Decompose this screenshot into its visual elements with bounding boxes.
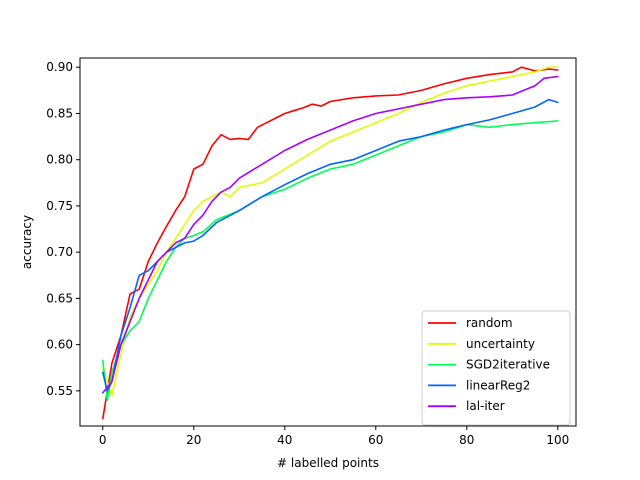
x-tick-label: 100 xyxy=(546,433,569,447)
y-axis-ticks: 0.55 0.60 0.65 0.70 0.75 0.80 0.85 0.90 xyxy=(46,60,80,398)
legend-entry-label: SGD2iterative xyxy=(466,358,550,372)
x-tick-label: 20 xyxy=(186,433,201,447)
x-tick-label: 0 xyxy=(99,433,107,447)
y-tick-label: 0.55 xyxy=(46,384,73,398)
series-line-random xyxy=(102,66,559,420)
legend-entry-label: lal-iter xyxy=(466,399,505,413)
series-line-linearreg2 xyxy=(102,98,559,392)
y-tick-label: 0.70 xyxy=(46,245,73,259)
y-tick-label: 0.60 xyxy=(46,338,73,352)
series-line-lal-iter xyxy=(102,75,559,394)
y-tick-label: 0.80 xyxy=(46,153,73,167)
x-tick-label: 40 xyxy=(277,433,292,447)
x-axis-label: # labelled points xyxy=(277,456,379,470)
x-tick-label: 80 xyxy=(459,433,474,447)
y-axis-label: accuracy xyxy=(20,215,34,269)
series-line-uncertainty xyxy=(102,66,559,397)
y-tick-label: 0.75 xyxy=(46,199,73,213)
series-layer xyxy=(102,66,559,420)
legend-entry-label: uncertainty xyxy=(466,337,535,351)
y-tick-label: 0.65 xyxy=(46,291,73,305)
legend-entry-label: random xyxy=(466,316,513,330)
x-tick-label: 60 xyxy=(368,433,383,447)
y-tick-label: 0.85 xyxy=(46,106,73,120)
plot-frame xyxy=(79,57,577,427)
legend: random uncertainty SGD2iterative linearReg2… xyxy=(421,310,571,426)
legend-entry-label: linearReg2 xyxy=(466,378,530,392)
x-axis-ticks: 0 20 40 60 80 100 xyxy=(99,426,569,447)
legend-box xyxy=(421,310,571,426)
y-tick-label: 0.90 xyxy=(46,60,73,74)
